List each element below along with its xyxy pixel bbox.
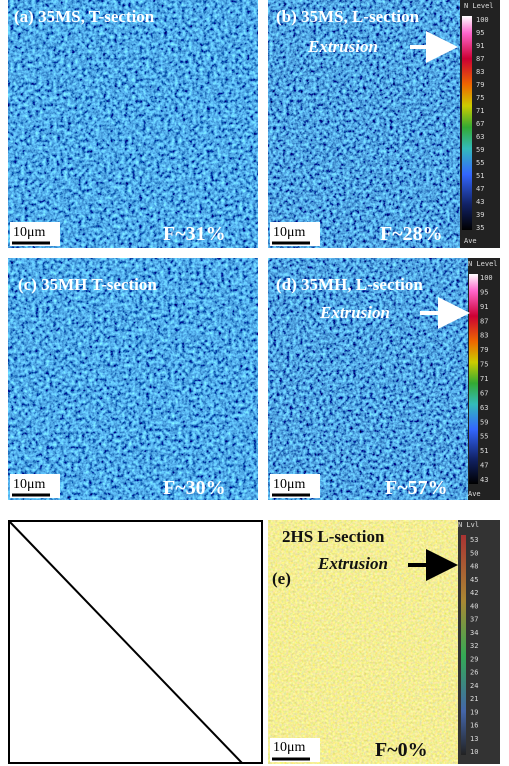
- colorbar-tick-label: 83: [476, 68, 484, 76]
- colorbar-tick-label: 53: [470, 536, 478, 544]
- colorbar-tick-label: 40: [470, 602, 478, 610]
- colorbar-tick-label: 71: [476, 107, 484, 115]
- colorbar-tick-label: 47: [476, 185, 484, 193]
- blank-panel: [9, 521, 262, 763]
- colorbar-tick-label: 43: [480, 476, 488, 484]
- colorbar-tick-label: 79: [480, 346, 488, 354]
- panel-label: (b) 35MS, L-section: [276, 7, 420, 26]
- colorbar: [469, 274, 478, 484]
- colorbar-tick-label: 59: [476, 146, 484, 154]
- colorbar: [462, 16, 472, 230]
- colorbar-tick-label: 95: [476, 29, 484, 37]
- colorbar: [461, 535, 466, 755]
- colorbar-tick-label: 45: [470, 576, 478, 584]
- map-image: [268, 258, 468, 500]
- panel-label: (c) 35MH T-section: [18, 275, 157, 294]
- map-image: [8, 258, 258, 500]
- colorbar-tick-label: 95: [480, 288, 488, 296]
- colorbar-tick-label: 21: [470, 695, 478, 703]
- colorbar-tick-label: 55: [480, 433, 488, 441]
- scale-label: 10μm: [13, 477, 46, 492]
- colorbar-tick-label: 59: [480, 418, 488, 426]
- colorbar-header: N Level: [468, 260, 498, 268]
- colorbar-tick-label: 50: [470, 549, 478, 557]
- fraction: F~0%: [375, 739, 428, 761]
- colorbar-tick-label: 51: [480, 447, 488, 455]
- annotation: Extrusion: [319, 303, 390, 322]
- annotation: Extrusion: [317, 554, 388, 573]
- colorbar-header: N Lvl: [458, 521, 479, 529]
- colorbar-tick-label: 87: [480, 317, 488, 325]
- annotation: Extrusion: [307, 37, 378, 56]
- colorbar-tick-label: 63: [476, 133, 484, 141]
- colorbar-tick-label: 34: [470, 629, 478, 637]
- colorbar-tick-label: 100: [480, 274, 493, 282]
- panel-label: (a) 35MS, T-section: [14, 7, 155, 26]
- colorbar-tick-label: 63: [480, 404, 488, 412]
- colorbar-tick-label: 79: [476, 81, 484, 89]
- panel-label: (d) 35MH, L-section: [276, 275, 423, 294]
- colorbar-tick-label: 87: [476, 55, 484, 63]
- panel-sublabel: (e): [272, 569, 291, 588]
- colorbar-tick-label: 26: [470, 669, 478, 677]
- scale-label: 10μm: [273, 477, 306, 492]
- colorbar-tick-label: 37: [470, 616, 478, 624]
- scale-label: 10μm: [273, 225, 306, 240]
- colorbar-tick-label: 91: [480, 303, 488, 311]
- colorbar-tick-label: 48: [470, 563, 478, 571]
- colorbar-tick-label: 75: [476, 94, 484, 102]
- colorbar-tick-label: 51: [476, 172, 484, 180]
- fraction: F~31%: [163, 223, 226, 245]
- colorbar-tick-label: 19: [470, 708, 478, 716]
- colorbar-tick-label: 67: [476, 120, 484, 128]
- colorbar-footer: Ave: [464, 237, 477, 245]
- colorbar-tick-label: 100: [476, 16, 489, 24]
- colorbar-tick-label: 16: [470, 722, 478, 730]
- colorbar-tick-label: 10: [470, 748, 478, 756]
- scale-label: 10μm: [273, 740, 306, 755]
- colorbar-tick-label: 42: [470, 589, 478, 597]
- fraction: F~57%: [385, 477, 448, 499]
- colorbar-tick-label: 43: [476, 198, 484, 206]
- colorbar-tick-label: 67: [480, 389, 488, 397]
- figure: (a) 35MS, T-section 10μm F~31% (b) 35MS,…: [0, 0, 509, 766]
- panel-label: 2HS L-section: [282, 527, 385, 546]
- colorbar-tick-label: 91: [476, 42, 484, 50]
- colorbar-tick-label: 29: [470, 655, 478, 663]
- map-image: [8, 0, 258, 248]
- colorbar-tick-label: 83: [480, 332, 488, 340]
- fraction: F~30%: [163, 477, 226, 499]
- colorbar-tick-label: 24: [470, 682, 478, 690]
- colorbar-tick-label: 47: [480, 462, 488, 470]
- colorbar-footer: Ave: [468, 490, 481, 498]
- scale-label: 10μm: [13, 225, 46, 240]
- colorbar-tick-label: 75: [480, 361, 488, 369]
- colorbar-tick-label: 13: [470, 735, 478, 743]
- fraction: F~28%: [380, 223, 443, 245]
- colorbar-tick-label: 39: [476, 211, 484, 219]
- colorbar-tick-label: 71: [480, 375, 488, 383]
- colorbar-tick-label: 35: [476, 224, 484, 232]
- colorbar-tick-label: 55: [476, 159, 484, 167]
- colorbar-tick-label: 32: [470, 642, 478, 650]
- colorbar-header: N Level: [464, 2, 494, 10]
